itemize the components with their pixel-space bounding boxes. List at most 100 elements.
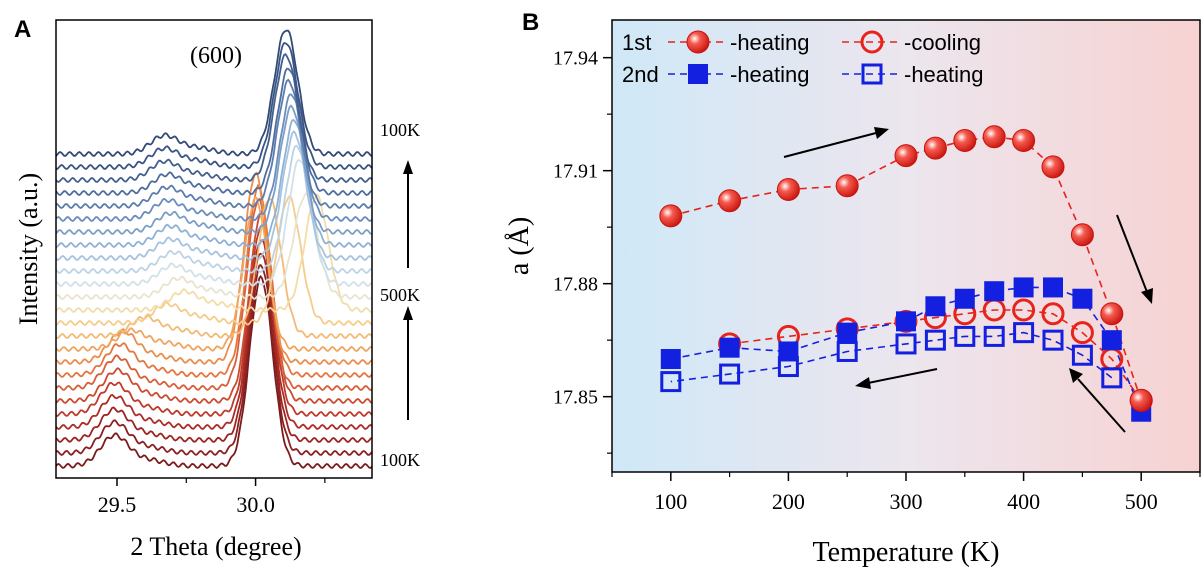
xrd-curve-200k [56, 252, 372, 444]
legend-entry-label: -heating [730, 30, 810, 55]
xrd-curve-150k [56, 42, 372, 171]
panel-a-x-label: 2 Theta (degree) [130, 532, 301, 561]
data-point-1st-filled-circle [982, 125, 1006, 149]
xrd-curve-375k [56, 119, 372, 249]
data-point-2nd-open-square [1071, 344, 1093, 366]
data-point-2nd-filled-square [896, 311, 916, 332]
xrd-curve-150k [56, 264, 372, 457]
legend: 1st -heating -cooling 2nd -heating -heating [622, 30, 984, 87]
data-point-2nd-filled-square [1043, 277, 1063, 298]
data-point-2nd-filled-square [660, 349, 681, 369]
xrd-curve-450k [56, 159, 372, 288]
panel-b-x-tick-label: 400 [1007, 489, 1040, 514]
xrd-curve-450k [56, 198, 372, 340]
panel-a-frame [55, 19, 373, 479]
arrow-heating-up-right [783, 127, 889, 158]
panel-b-x-tick-label: 100 [654, 489, 687, 514]
data-point-2nd-filled-square [1101, 330, 1122, 351]
data-point-1st-filled-circle [718, 189, 742, 213]
xrd-curve-325k [56, 210, 372, 405]
legend-marker [860, 30, 884, 54]
data-point-1st-filled-circle [1041, 155, 1065, 179]
xrd-curve-475k [56, 192, 372, 301]
data-point-2nd-open-square [1013, 322, 1035, 344]
legend-marker [688, 64, 708, 84]
data-point-2nd-filled-square [1013, 277, 1034, 298]
legend-marker [861, 63, 883, 85]
xrd-curve-100k [56, 274, 372, 470]
panel-a-x-axis: 29.5 30.0 [98, 478, 326, 517]
xrd-curve-300k [56, 78, 372, 210]
data-point-2nd-filled-square [1072, 288, 1093, 309]
xrd-curve-300k [56, 223, 372, 418]
xrd-curve-325k [56, 93, 372, 223]
xrd-curve-100k [56, 29, 372, 158]
data-point-1st-filled-circle [953, 129, 977, 153]
data-point-1st-filled-circle [1129, 388, 1153, 412]
panel-a: A 29.5 30.0 (600) 2 Theta (degree) Intens… [14, 16, 420, 561]
panel-b-y-label: a (Å) [504, 217, 535, 275]
panel-b-x-label: Temperature (K) [813, 537, 1000, 568]
data-point-1st-filled-circle [776, 178, 800, 201]
temperature-label-middle: 500K [380, 285, 420, 305]
data-point-1st-filled-circle [1012, 129, 1036, 153]
panel-b: B 100 200 300 400 500 17.85 17.88 17.91 17.94 Te… [504, 9, 1201, 568]
xrd-curve-250k [56, 238, 372, 431]
arrow-left [855, 368, 938, 389]
panel-b-label: B [522, 9, 539, 36]
data-point-2nd-open-square [895, 333, 917, 355]
panel-b-series [659, 125, 1153, 422]
data-point-2nd-open-square [1101, 367, 1123, 389]
panel-a-label: A [14, 16, 31, 43]
xrd-curves [56, 29, 372, 470]
xrd-curve-400k [56, 130, 372, 262]
panel-b-y-tick-label: 17.91 [553, 161, 598, 183]
data-point-1st-open-circle [1070, 321, 1094, 345]
legend-marker [686, 30, 710, 54]
legend-row-label: 1st [622, 30, 651, 55]
panel-a-y-label: Intensity (a.u.) [14, 173, 43, 325]
data-point-1st-filled-circle [835, 174, 859, 198]
data-point-1st-filled-circle [1070, 223, 1094, 247]
xrd-curve-475k [56, 194, 372, 327]
data-point-2nd-filled-square [778, 341, 799, 362]
panel-b-x-tick-label: 200 [772, 489, 805, 514]
temperature-label-top: 100K [380, 120, 420, 140]
panel-b-y-tick-label: 17.88 [553, 274, 598, 296]
data-point-1st-filled-circle [1100, 302, 1124, 326]
data-point-2nd-filled-square [984, 281, 1005, 302]
arrow-cooling-up [403, 160, 413, 268]
legend-entry-label: -heating [904, 62, 984, 87]
data-point-2nd-filled-square [925, 296, 946, 317]
arrow-down-right [1116, 214, 1153, 304]
panel-b-x-tick-label: 300 [890, 489, 923, 514]
temperature-label-bottom: 100K [380, 450, 420, 470]
xrd-curve-425k [56, 195, 372, 353]
data-point-2nd-filled-square [837, 322, 858, 343]
data-point-1st-open-circle [1012, 298, 1036, 322]
legend-entry-label: -cooling [904, 30, 981, 55]
panel-b-axes: 100 200 300 400 500 17.85 17.88 17.91 17.94 [553, 48, 1201, 514]
data-point-1st-filled-circle [923, 136, 947, 160]
panel-a-x-tick-label: 30.0 [236, 492, 275, 517]
panel-a-x-tick-label: 29.5 [98, 492, 137, 517]
panel-b-x-tick-label: 500 [1125, 489, 1158, 514]
xrd-curve-350k [56, 197, 372, 392]
panel-b-y-tick-label: 17.94 [553, 48, 598, 70]
xrd-curve-350k [56, 104, 372, 236]
arrow-heating-up [403, 306, 413, 420]
data-point-2nd-filled-square [719, 337, 740, 358]
xrd-curve-250k [56, 67, 372, 197]
data-point-1st-open-circle [1041, 302, 1065, 326]
data-point-2nd-open-square [983, 325, 1005, 347]
arrow-up-left [1069, 368, 1126, 433]
data-point-2nd-open-square [719, 363, 741, 385]
panel-b-y-tick-label: 17.85 [553, 387, 598, 409]
data-point-2nd-open-square [660, 371, 682, 393]
legend-row-label: 2nd [622, 62, 659, 87]
data-point-1st-filled-circle [659, 204, 683, 228]
data-point-2nd-open-square [924, 329, 946, 351]
peak-label: (600) [190, 43, 242, 69]
data-point-1st-filled-circle [894, 144, 918, 168]
